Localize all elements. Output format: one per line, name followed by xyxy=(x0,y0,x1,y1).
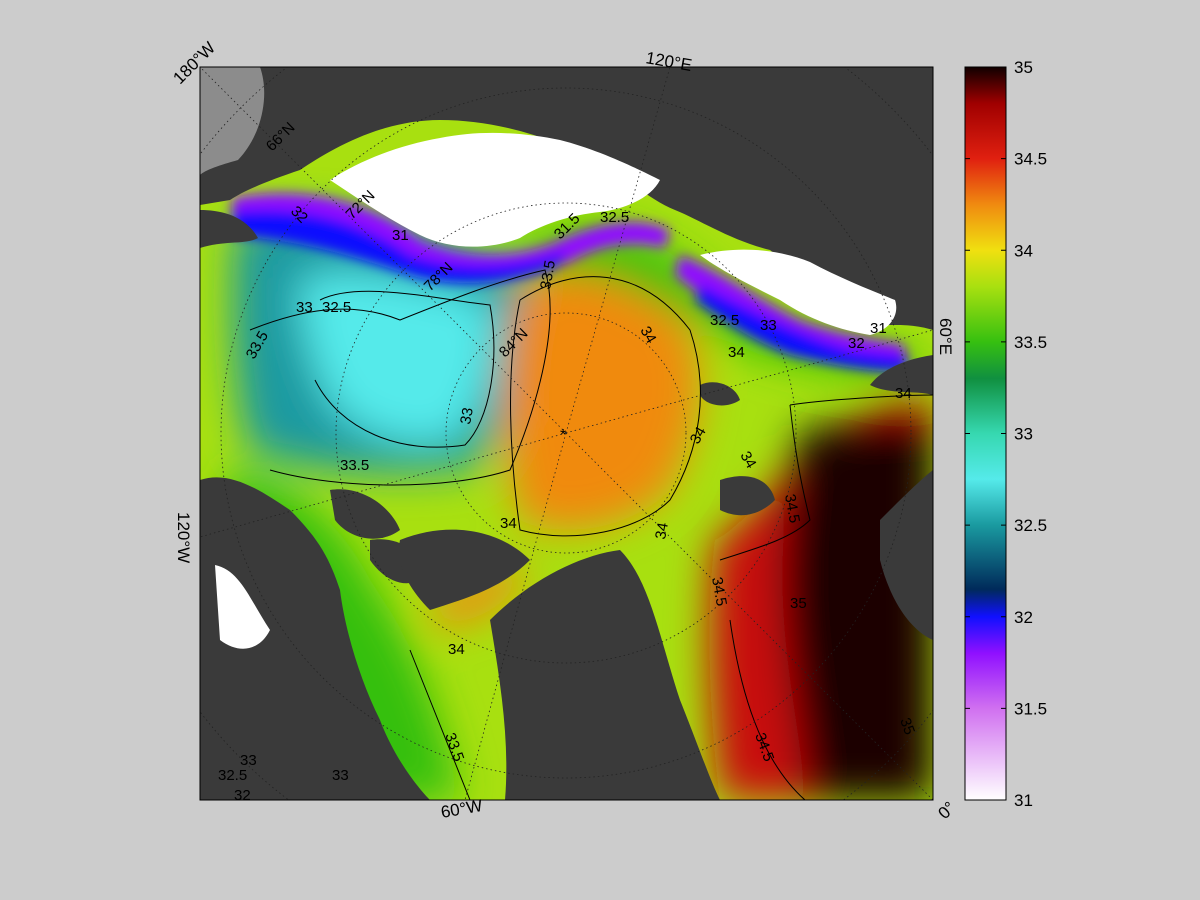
colorbar: 31 31.5 32 32.5 33 33.5 34 34.5 35 xyxy=(964,58,1047,810)
meridian-4 xyxy=(464,432,567,800)
contour-label: 34 xyxy=(637,324,660,347)
land-svalbard xyxy=(720,476,775,516)
contour-label: 32.5 xyxy=(322,299,351,316)
contour-label: 32 xyxy=(234,787,251,804)
contour-label: 34 xyxy=(895,385,912,402)
contour-label: 34.5 xyxy=(781,493,803,525)
contour-34-5 xyxy=(719,394,933,800)
colorbar-tick-label: 35 xyxy=(1014,58,1033,77)
masked-areas xyxy=(200,67,897,649)
colorbar-tick-label: 32.5 xyxy=(1014,516,1047,535)
land-masses xyxy=(200,67,933,800)
contour-label: 31 xyxy=(392,227,409,244)
contour-label: 34 xyxy=(448,641,465,658)
contour-label: 33 xyxy=(457,406,477,425)
contour-label: 32.5 xyxy=(710,312,739,329)
map-frame xyxy=(199,66,934,801)
land-greenland xyxy=(490,550,720,800)
land-alaska xyxy=(200,210,258,248)
contour-33-5 xyxy=(249,269,551,486)
ice-canada xyxy=(215,565,270,649)
land-scandinavia xyxy=(880,470,933,640)
colorbar-tick-label: 33 xyxy=(1014,425,1033,444)
ice-east-siberian xyxy=(330,132,660,247)
land-ellesmere xyxy=(399,529,530,610)
contour-label: 35 xyxy=(896,716,918,737)
field-eurasian-basin xyxy=(505,269,701,530)
land-novaya-zemlya xyxy=(870,355,933,395)
contour-label: 34.5 xyxy=(708,576,730,608)
lat-72 xyxy=(220,87,912,779)
meridian-5 xyxy=(565,329,933,434)
colorbar-tick-label: 32 xyxy=(1014,608,1033,627)
land-siberia-north xyxy=(200,67,933,330)
contour-33 xyxy=(314,290,495,448)
lat-84 xyxy=(445,312,687,554)
contour-label: 34 xyxy=(500,515,517,532)
colorbar-tick-label: 31 xyxy=(1014,791,1033,810)
meridian-2 xyxy=(565,432,933,800)
land-canada-archipelago xyxy=(200,477,430,800)
band-siberian-blue xyxy=(232,210,565,283)
colorbar-tick-label: 31.5 xyxy=(1014,699,1047,718)
meridian-1 xyxy=(200,67,567,434)
colorbar-tick-label: 34.5 xyxy=(1014,150,1047,169)
contour-label: 34 xyxy=(652,521,672,540)
contour-label: 33 xyxy=(332,767,349,784)
meridian-3 xyxy=(565,67,671,434)
contour-33-5-baffin xyxy=(409,649,471,800)
contour-label: 32 xyxy=(848,335,865,352)
contour-label: 32.5 xyxy=(218,767,247,784)
lon-label-0: 0° xyxy=(934,798,959,823)
contour-label: 34 xyxy=(687,424,710,447)
contour-label: 33.5 xyxy=(537,259,559,291)
lon-label-120w: 120°W xyxy=(174,512,193,563)
ice-kara xyxy=(700,249,897,335)
field-beaufort-core xyxy=(300,273,493,443)
contour-label: 34 xyxy=(728,344,745,361)
map-panel: * xyxy=(200,67,933,800)
contour-lines xyxy=(249,269,933,800)
land-franz-josef xyxy=(700,382,740,406)
contour-label: 32.5 xyxy=(600,209,629,226)
lat-78 xyxy=(335,202,797,664)
meridian-6 xyxy=(200,432,567,538)
north-pole-marker: * xyxy=(560,427,566,444)
contour-label: 31 xyxy=(870,320,887,337)
contour-34 xyxy=(510,276,701,537)
field-lincoln-sea xyxy=(430,567,530,630)
contour-label: 34 xyxy=(737,449,760,472)
land-islands-1 xyxy=(330,489,400,539)
contour-label: 33 xyxy=(760,317,777,334)
lon-label-60e: 60°E xyxy=(936,318,955,355)
band-kara-purple xyxy=(675,255,905,361)
graticule xyxy=(200,67,933,800)
colorbar-gradient xyxy=(964,66,1007,801)
colorbar-tick-label: 33.5 xyxy=(1014,333,1047,352)
fresh-water-bands xyxy=(232,193,910,372)
contour-label: 33 xyxy=(296,299,313,316)
nodata-bering xyxy=(200,67,265,175)
band-kara-blue xyxy=(695,285,910,372)
colorbar-ticks: 31 31.5 32 32.5 33 33.5 34 34.5 35 xyxy=(965,58,1047,810)
contour-label: 35 xyxy=(790,595,807,612)
contour-label: 33.5 xyxy=(340,457,369,474)
colorbar-tick-label: 34 xyxy=(1014,241,1033,260)
contour-label: 33 xyxy=(240,752,257,769)
